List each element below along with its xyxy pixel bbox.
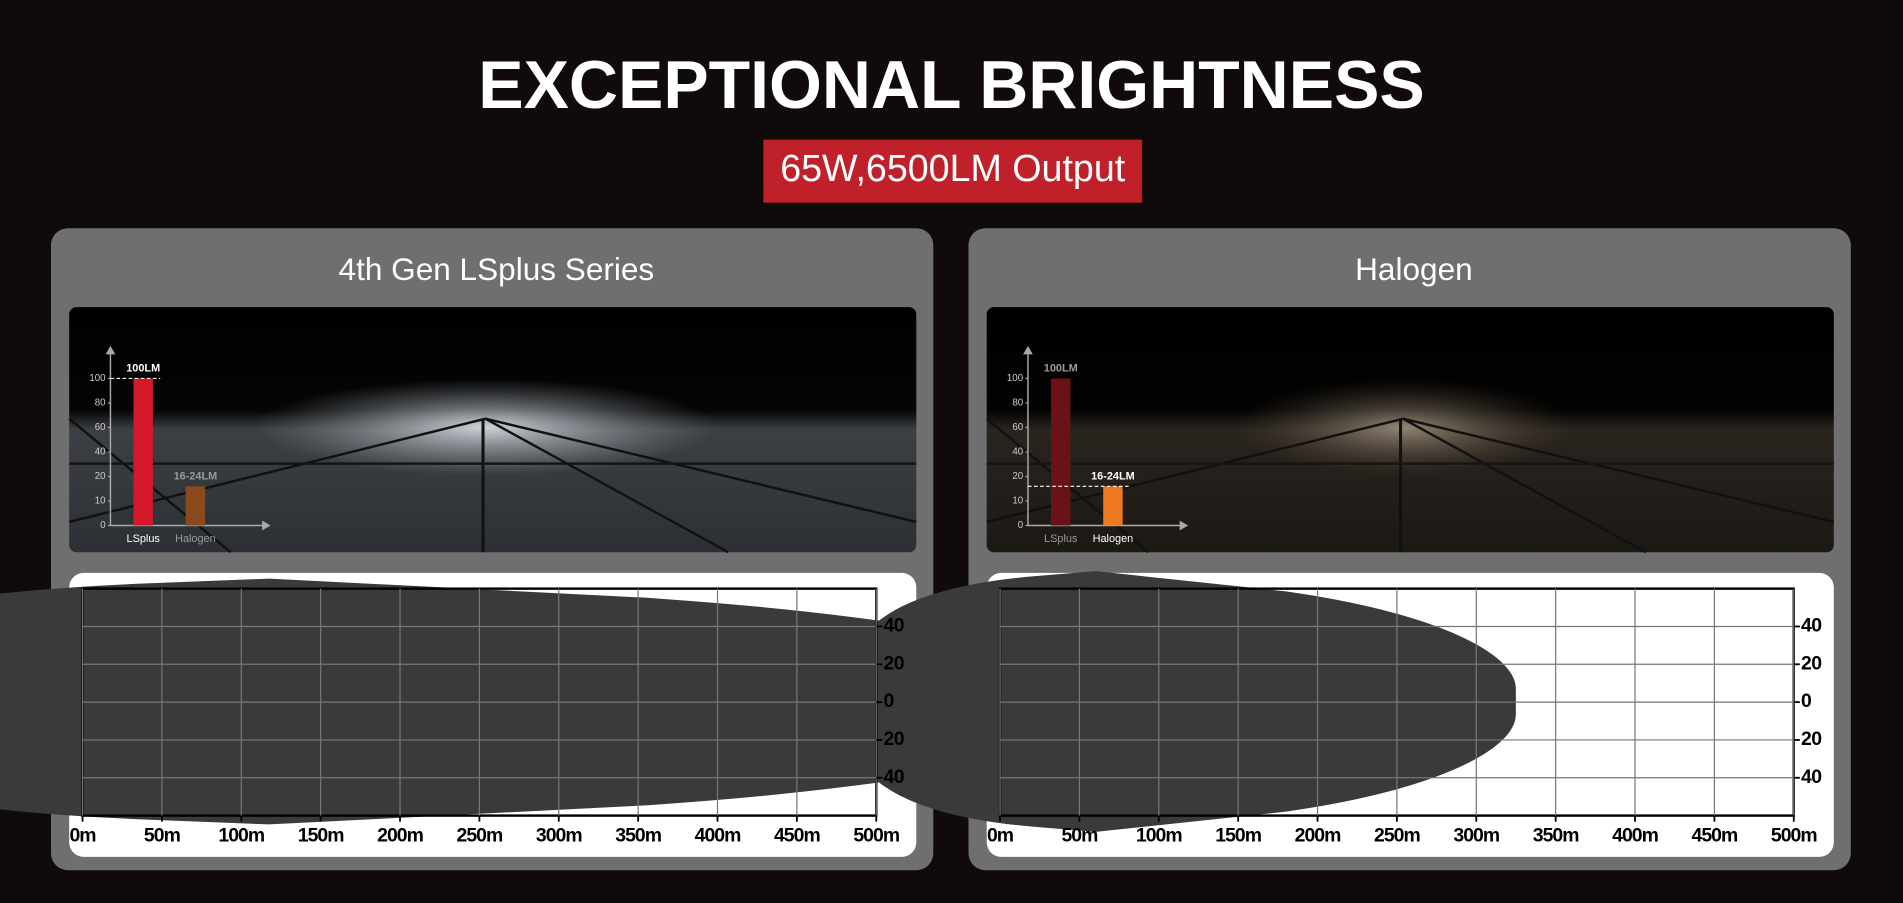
bar-y-tick-label: 60	[1012, 422, 1023, 433]
bar-category-label: Halogen	[175, 533, 216, 545]
x-tick-label: 350m	[615, 824, 661, 846]
bar-y-tick-label: 40	[95, 447, 106, 458]
road-line	[485, 417, 917, 524]
axis-arrow	[262, 520, 271, 531]
road-line	[484, 417, 729, 554]
x-tick-label: 400m	[695, 824, 741, 846]
bar-y-tick-label: 80	[95, 398, 106, 409]
bar-y-tick-label: 80	[1012, 398, 1023, 409]
road-line	[1402, 417, 1835, 524]
bar-y-tick-label: 10	[1012, 496, 1023, 507]
page-subtitle: 65W,6500LM Output	[780, 147, 1126, 189]
x-tick-label: 0m	[987, 824, 1014, 846]
bar-value-label: 16-24LM	[174, 470, 218, 482]
panel-title: 4th Gen LSplus Series	[339, 251, 655, 287]
panel-foreground: 4th Gen LSplus Series01020406080100100LM…	[69, 251, 1822, 846]
y-tick-label: 20	[884, 728, 904, 750]
bar-value-label: 100LM	[1044, 363, 1078, 375]
x-tick-label: 0m	[69, 824, 96, 846]
y-tick-label: 0	[884, 690, 894, 712]
y-tick-label: 20	[884, 652, 904, 674]
bar	[185, 486, 206, 526]
bar-category-label: LSplus	[127, 533, 161, 545]
x-tick-label: 150m	[1215, 824, 1261, 846]
x-tick-label: 300m	[1453, 824, 1499, 846]
bar-y-tick-label: 0	[1018, 520, 1024, 531]
bar-y-tick-label: 0	[100, 520, 106, 531]
x-tick-label: 200m	[1295, 824, 1341, 846]
bar	[133, 378, 153, 526]
x-tick-label: 250m	[1374, 824, 1420, 846]
x-tick-label: 250m	[457, 824, 503, 846]
bar-value-label: 16-24LM	[1091, 470, 1135, 482]
y-tick-label: 20	[1801, 728, 1821, 750]
x-tick-label: 50m	[144, 824, 181, 846]
x-tick-label: 450m	[774, 824, 820, 846]
bar-y-tick-label: 100	[1007, 373, 1024, 384]
x-tick-label: 450m	[1692, 824, 1738, 846]
headlight-glow	[254, 378, 717, 476]
bar-y-tick-label: 20	[95, 471, 106, 482]
y-tick-label: 40	[884, 766, 904, 788]
x-tick-label: 200m	[377, 824, 423, 846]
x-tick-label: 500m	[1771, 824, 1817, 846]
x-tick-label: 100m	[1136, 824, 1182, 846]
bar-y-tick-label: 20	[1012, 471, 1023, 482]
page-title: EXCEPTIONAL BRIGHTNESS	[478, 47, 1424, 123]
bar-value-label: 100LM	[126, 363, 160, 375]
bar-category-label: LSplus	[1044, 533, 1078, 545]
x-tick-label: 350m	[1533, 824, 1579, 846]
road-line	[1402, 417, 1647, 554]
y-tick-label: 40	[1801, 766, 1821, 788]
axis-arrow	[1023, 345, 1033, 355]
x-tick-label: 400m	[1612, 824, 1658, 846]
axis-arrow	[105, 345, 116, 355]
y-tick-label: 0	[1801, 690, 1811, 712]
x-tick-label: 100m	[218, 824, 264, 846]
subtitle-badge	[763, 139, 1143, 203]
y-tick-label: 40	[1801, 615, 1821, 637]
bar-y-tick-label: 60	[95, 422, 106, 433]
x-tick-label: 300m	[536, 824, 582, 846]
panel-title: Halogen	[1355, 251, 1473, 287]
x-tick-label: 500m	[853, 824, 899, 846]
x-tick-label: 50m	[1061, 824, 1098, 846]
bar-y-tick-label: 40	[1012, 447, 1023, 458]
bar	[1051, 378, 1071, 526]
y-tick-label: 40	[884, 615, 904, 637]
x-tick-label: 150m	[298, 824, 344, 846]
axis-arrow	[1179, 520, 1189, 531]
headlight-glow	[1233, 378, 1573, 476]
bar-y-tick-label: 10	[95, 496, 106, 507]
bar-y-tick-label: 100	[89, 373, 106, 384]
bar-category-label: Halogen	[1093, 533, 1134, 545]
y-tick-label: 20	[1801, 652, 1821, 674]
bar	[1103, 486, 1123, 526]
